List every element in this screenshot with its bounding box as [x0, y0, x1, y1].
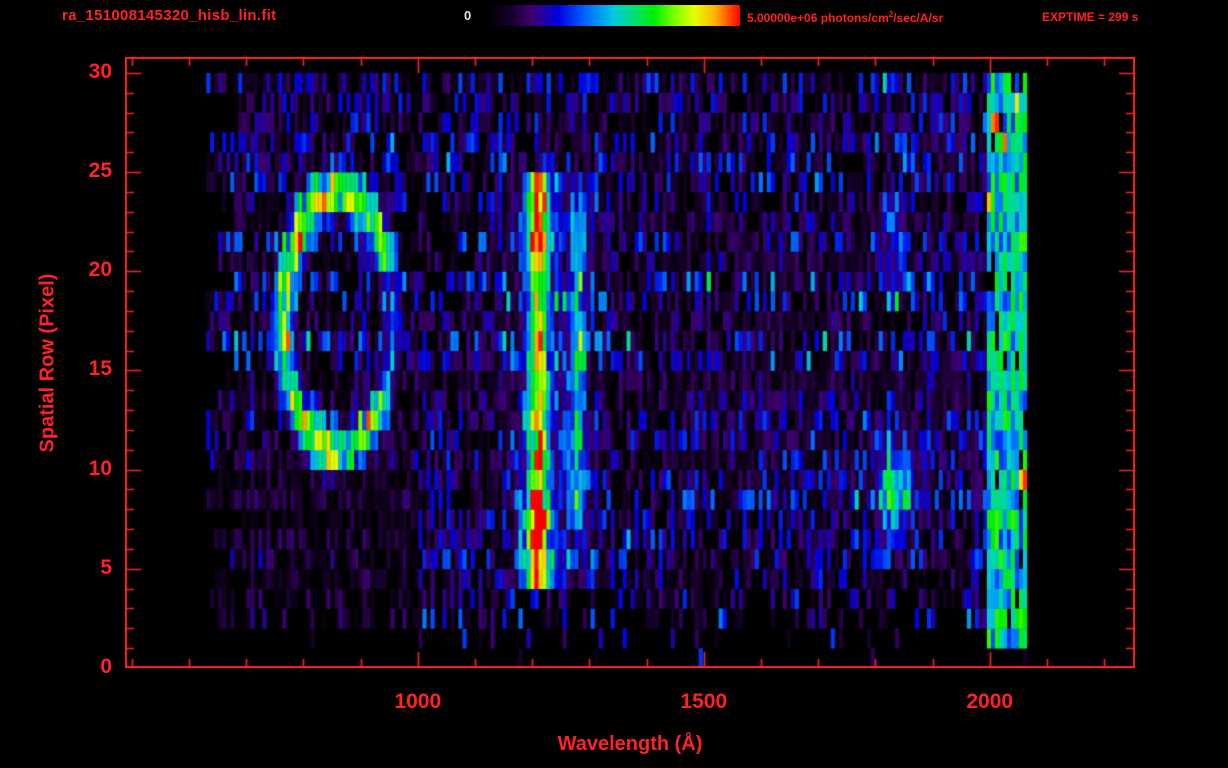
y-tick-label: 5 [100, 555, 112, 579]
colorbar-gradient [487, 5, 740, 26]
x-tick-label: 2000 [966, 690, 1014, 713]
x-tick-label: 1500 [680, 690, 728, 713]
x-axis-title: Wavelength (Å) [557, 733, 703, 755]
colorbar-max-units: /sec/A/sr [893, 11, 944, 25]
colorbar-max-label: 5.00000e+06 photons/cm2/sec/A/sr [747, 10, 943, 25]
y-tick-label: 15 [88, 357, 112, 381]
y-tick-label: 0 [100, 655, 112, 678]
colorbar-min-label: 0 [464, 8, 472, 23]
figure-title: ra_151008145320_hisb_lin.fit [62, 7, 277, 24]
y-tick-label: 25 [88, 159, 112, 183]
y-tick-label: 10 [88, 456, 112, 480]
colorbar-max-value: 5.00000e+06 photons/cm [747, 11, 889, 25]
y-tick-label: 20 [88, 258, 112, 282]
y-tick-label: 30 [88, 59, 112, 83]
heatmap-canvas [125, 57, 1135, 668]
exptime-label: EXPTIME = 299 s [1042, 10, 1139, 24]
x-tick-label: 1000 [394, 690, 442, 713]
colorbar-max-superscript: 2 [888, 10, 894, 19]
y-axis-title: Spatial Row (Pixel) [36, 273, 59, 453]
